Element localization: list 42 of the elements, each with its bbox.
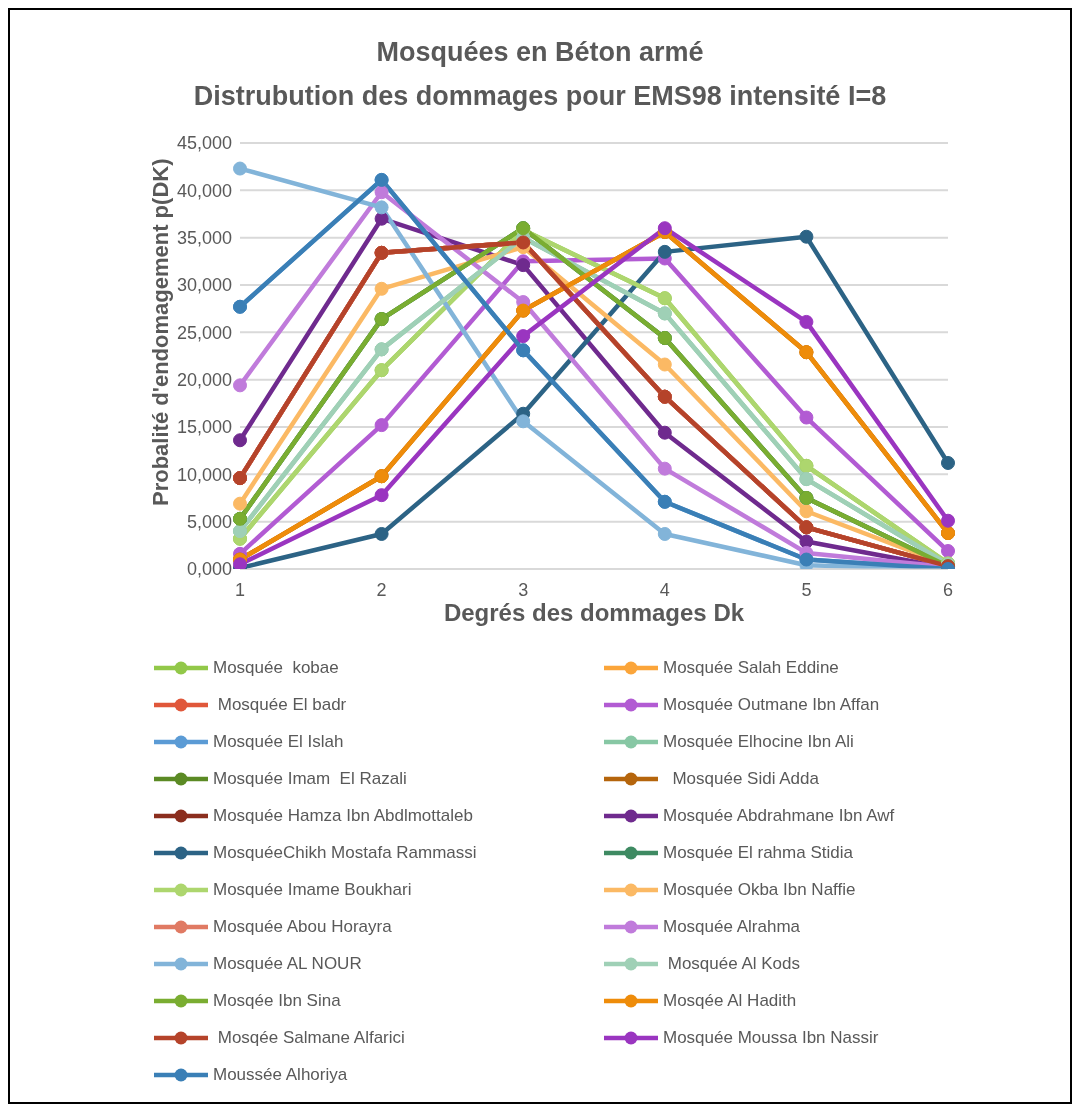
y-tick-label: 25,000: [176, 322, 232, 343]
x-tick-label: 6: [942, 579, 954, 600]
legend-label: Mosquée Salah Eddine: [663, 658, 839, 678]
x-tick-label: 3: [518, 579, 529, 600]
legend-label: Mosquée Hamza Ibn Abdlmottaleb: [213, 806, 473, 826]
x-tick-label: 1: [234, 579, 246, 600]
y-axis-title: Probalité d'endomagement p(DK): [147, 158, 173, 506]
legend-label: Mosquée Outmane Ibn Affan: [663, 695, 880, 715]
x-axis-title: Degrés des dommages Dk: [443, 599, 745, 626]
y-tick-label: 40,000: [176, 180, 232, 201]
legend-label: Mosquée Elhocine Ibn Ali: [663, 732, 854, 752]
y-tick-label: 15,000: [176, 417, 232, 438]
legend-label: Mosquée kobae: [213, 658, 339, 678]
legend-label: Mosquée AL NOUR: [213, 954, 362, 974]
legend-label: Mosquée Sidi Adda: [671, 769, 819, 789]
y-tick-label: 0,000: [186, 559, 232, 580]
y-tick-label: 20,000: [176, 370, 232, 391]
legend-label: Moussée Alhoriya: [213, 1065, 348, 1085]
y-tick-label: 35,000: [176, 228, 232, 249]
y-tick-label: 30,000: [176, 275, 232, 296]
legend-label: Mosquée Moussa Ibn Nassir: [663, 1028, 879, 1048]
legend-label: Mosquée Imame Boukhari: [213, 880, 412, 900]
x-tick-label: 4: [659, 579, 670, 600]
legend-label: MosquéeChikh Mostafa Rammassi: [213, 843, 477, 863]
legend-label: Mosquée Okba Ibn Naffie: [663, 880, 856, 900]
legend-label: Mosqée Ibn Sina: [213, 991, 341, 1011]
chart-title: Mosquées en Béton armé Distrubution des dommages pour EMS98 intensité I=8: [192, 36, 888, 113]
legend-label: Mosquée Al Kods: [666, 954, 801, 974]
legend-label: Mosquée El Islah: [213, 732, 344, 752]
y-tick-label: 10,000: [176, 464, 232, 485]
legend-label: Mosquée Abdrahmane Ibn Awf: [663, 806, 895, 826]
x-tick-label: 5: [801, 579, 812, 600]
legend-label: Mosqée Al Hadith: [663, 991, 797, 1011]
legend-label: Mosquée El rahma Stidia: [663, 843, 853, 863]
legend-label: Mosquée Imam El Razali: [213, 769, 407, 789]
x-tick-label: 2: [376, 579, 387, 600]
y-tick-label: 5,000: [186, 512, 232, 533]
legend-label: Mosquée Alrahma: [663, 917, 801, 937]
legend-label: Mosquée Abou Horayra: [213, 917, 392, 937]
legend-label: Mosquée El badr: [216, 695, 347, 715]
legend-label: Mosqée Salmane Alfarici: [216, 1028, 405, 1048]
y-tick-label: 45,000: [176, 133, 232, 154]
